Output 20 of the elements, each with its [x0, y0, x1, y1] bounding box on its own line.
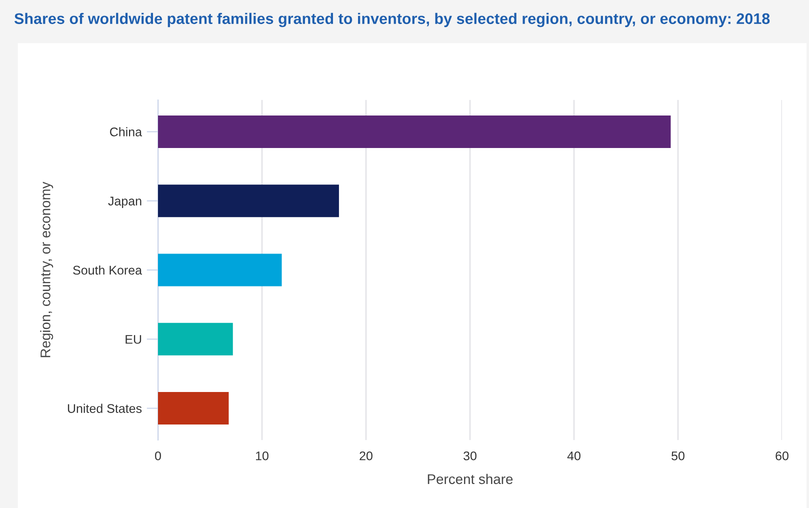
y-tick-label: South Korea: [73, 265, 142, 275]
bar: [158, 184, 339, 218]
x-tick-label: 20: [360, 451, 372, 460]
y-tick-label: United States: [68, 404, 142, 413]
x-tick-label: 10: [256, 451, 268, 460]
x-tick-label: 60: [776, 451, 788, 460]
bar: [158, 254, 282, 286]
x-tick-label: 50: [672, 451, 684, 460]
bar: [158, 392, 229, 425]
bar: [158, 115, 671, 148]
y-tick-label: China: [110, 127, 142, 136]
x-axis-title: Percent share: [428, 474, 513, 484]
y-tick-label: Japan: [108, 196, 142, 208]
x-tick-label: 0: [155, 451, 161, 460]
x-tick-label: 40: [567, 451, 580, 460]
y-axis-title: Region, country, or economy: [40, 182, 54, 358]
bar: [158, 322, 233, 356]
y-tick-label: EU: [126, 335, 142, 344]
x-tick-label: 30: [464, 451, 476, 460]
chart-title: Shares of worldwide patent families granted to inventors, by selected region, country, or economy: 2018: [14, 12, 770, 28]
